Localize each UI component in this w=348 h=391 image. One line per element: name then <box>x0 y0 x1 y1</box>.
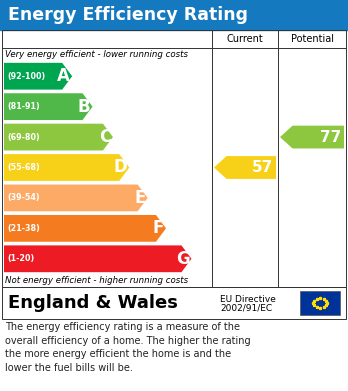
Text: (81-91): (81-91) <box>7 102 40 111</box>
Text: 57: 57 <box>252 160 273 175</box>
Bar <box>2 30 346 287</box>
Text: (39-54): (39-54) <box>7 194 40 203</box>
Bar <box>2 287 346 319</box>
Polygon shape <box>4 124 113 151</box>
Text: 2002/91/EC: 2002/91/EC <box>220 303 272 312</box>
Bar <box>300 291 340 315</box>
Polygon shape <box>4 246 191 272</box>
Text: (21-38): (21-38) <box>7 224 40 233</box>
Text: (1-20): (1-20) <box>7 254 34 263</box>
Text: EU Directive: EU Directive <box>220 294 276 303</box>
Polygon shape <box>4 215 166 242</box>
Text: D: D <box>113 158 127 176</box>
Text: The energy efficiency rating is a measure of the
overall efficiency of a home. T: The energy efficiency rating is a measur… <box>5 322 251 373</box>
Bar <box>0 0 348 30</box>
Text: E: E <box>134 189 145 207</box>
Text: (55-68): (55-68) <box>7 163 40 172</box>
Polygon shape <box>280 126 344 149</box>
Text: (92-100): (92-100) <box>7 72 45 81</box>
Text: (69-80): (69-80) <box>7 133 40 142</box>
Polygon shape <box>4 154 129 181</box>
Polygon shape <box>214 156 276 179</box>
Text: England & Wales: England & Wales <box>8 294 178 312</box>
Polygon shape <box>4 185 148 211</box>
Text: F: F <box>153 219 164 237</box>
Polygon shape <box>4 93 93 120</box>
Text: Current: Current <box>227 34 263 44</box>
Text: Very energy efficient - lower running costs: Very energy efficient - lower running co… <box>5 50 188 59</box>
Text: C: C <box>99 128 111 146</box>
Text: B: B <box>78 98 90 116</box>
Text: Not energy efficient - higher running costs: Not energy efficient - higher running co… <box>5 276 188 285</box>
Text: 77: 77 <box>320 129 341 145</box>
Polygon shape <box>4 63 72 90</box>
Text: G: G <box>176 250 189 268</box>
Text: Potential: Potential <box>291 34 333 44</box>
Text: A: A <box>57 67 70 85</box>
Text: Energy Efficiency Rating: Energy Efficiency Rating <box>8 6 248 24</box>
